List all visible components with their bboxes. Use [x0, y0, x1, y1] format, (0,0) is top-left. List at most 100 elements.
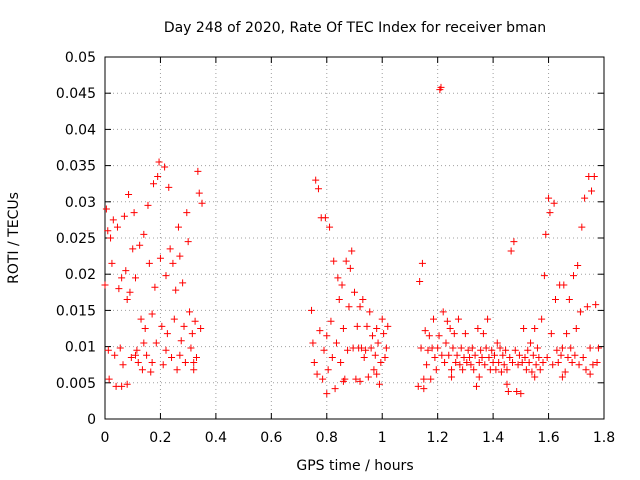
x-tick-label: 1.6 [537, 430, 559, 446]
data-point [431, 353, 439, 361]
data-point [152, 339, 160, 347]
data-point [593, 359, 601, 367]
data-point [507, 247, 515, 255]
data-point [579, 353, 587, 361]
data-point [136, 241, 144, 249]
data-point [356, 303, 364, 311]
data-point [443, 317, 451, 325]
data-point [339, 325, 347, 332]
data-point [150, 180, 158, 188]
data-point [506, 353, 514, 361]
data-point [371, 351, 379, 359]
data-point [190, 366, 198, 374]
data-point [172, 286, 180, 294]
data-point [195, 189, 203, 197]
data-point [129, 245, 137, 253]
data-point [367, 344, 375, 352]
data-point [162, 346, 170, 354]
data-point [453, 351, 461, 359]
data-point [323, 390, 331, 398]
data-point [558, 344, 566, 352]
data-point [532, 361, 540, 369]
data-point [467, 361, 475, 369]
data-point [497, 368, 505, 376]
data-point [520, 325, 528, 332]
data-point [493, 339, 501, 347]
data-point [191, 317, 199, 325]
data-point [468, 344, 476, 352]
data-point [373, 325, 381, 332]
data-point [502, 346, 510, 354]
data-point [123, 380, 131, 388]
data-point [459, 366, 467, 374]
data-point [120, 212, 128, 220]
data-point [381, 353, 389, 361]
data-point [161, 163, 169, 171]
data-point [464, 346, 472, 354]
data-point [586, 344, 594, 352]
data-point [578, 223, 586, 231]
data-point [503, 366, 511, 374]
data-point [131, 351, 139, 359]
data-point [435, 332, 443, 340]
data-point [558, 373, 566, 381]
data-point [514, 361, 522, 369]
data-point [539, 359, 547, 367]
data-point [168, 353, 176, 361]
data-point [581, 194, 589, 202]
data-point [375, 380, 383, 388]
data-point [449, 344, 457, 352]
data-point [448, 373, 456, 381]
data-point [485, 353, 493, 361]
data-point [452, 359, 460, 367]
data-point [564, 353, 572, 361]
data-point [484, 315, 492, 323]
data-point [163, 330, 171, 338]
y-tick-label: 0.04 [65, 122, 96, 138]
data-point [445, 351, 453, 359]
y-tick-label: 0.03 [65, 195, 96, 211]
data-point [360, 353, 368, 361]
data-point [515, 351, 523, 359]
data-point [308, 306, 316, 314]
data-point [414, 382, 422, 390]
data-point [359, 296, 367, 304]
data-point [570, 272, 578, 280]
data-point [348, 247, 356, 255]
data-point [374, 339, 382, 347]
data-point [417, 344, 425, 352]
data-point [326, 223, 334, 231]
data-point [438, 351, 446, 359]
data-point [590, 172, 598, 180]
data-point [101, 281, 109, 289]
y-tick-label: 0.01 [65, 340, 96, 356]
data-point [319, 375, 327, 383]
data-point [148, 310, 156, 318]
y-axis-label: ROTI / TECUs [6, 192, 22, 284]
data-point [353, 322, 361, 330]
data-point [170, 315, 178, 323]
data-point [437, 83, 445, 91]
data-point [320, 346, 328, 354]
data-point [441, 359, 449, 367]
data-point [439, 308, 447, 316]
data-point [183, 209, 191, 217]
data-point [479, 330, 487, 338]
data-point [158, 322, 166, 330]
data-point [105, 375, 113, 383]
data-point [509, 359, 517, 367]
data-point [543, 353, 551, 361]
data-point [111, 351, 119, 359]
data-point [321, 214, 329, 222]
data-point [560, 281, 568, 289]
data-point [554, 359, 562, 367]
x-tick-label: 0 [101, 430, 110, 446]
data-point [127, 353, 135, 361]
x-tick-label: 1.2 [427, 430, 449, 446]
data-point [427, 375, 435, 383]
data-point [104, 346, 112, 354]
data-point [162, 272, 170, 280]
data-point [123, 296, 131, 304]
data-point [369, 332, 377, 340]
data-point [518, 359, 526, 367]
